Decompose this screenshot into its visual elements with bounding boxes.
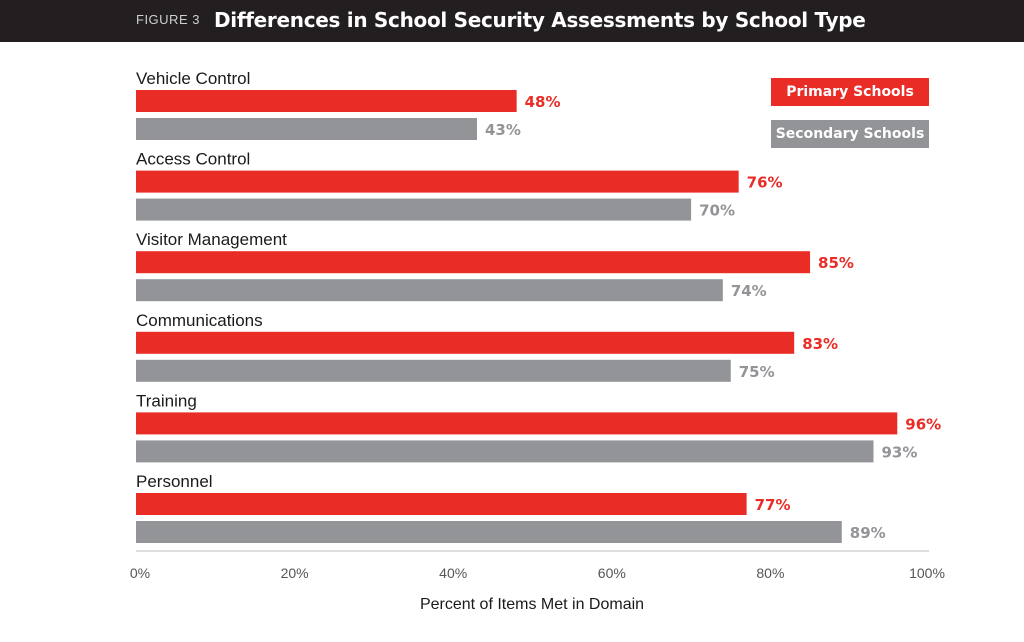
primary-bar-access-control [136,170,739,193]
figure-number: FIGURE 3 [136,12,200,27]
x-tick-label-60: 60% [598,565,626,581]
secondary-value-label-training: 93% [881,443,917,461]
secondary-bar-access-control [136,198,692,221]
x-tick-label-40: 40% [439,565,467,581]
secondary-value-label-personnel: 89% [850,524,886,542]
category-label-training: Training [136,391,197,410]
legend-primary-schools: Primary Schools [771,78,929,106]
secondary-value-label-vehicle-control: 43% [485,121,521,139]
primary-bar-communications [136,331,795,354]
category-label-access-control: Access Control [136,150,250,169]
primary-value-label-personnel: 77% [755,496,791,514]
primary-value-label-access-control: 76% [747,174,783,192]
primary-bar-visitor-management [136,251,811,274]
legend-secondary-schools: Secondary Schools [771,120,929,148]
chart-title: Differences in School Security Assessmen… [214,8,866,32]
x-axis-title: Percent of Items Met in Domain [420,596,644,613]
secondary-bar-vehicle-control [136,118,477,140]
category-label-personnel: Personnel [136,472,213,491]
primary-bar-training [136,412,898,435]
figure-header: FIGURE 3 Differences in School Security … [0,0,1024,42]
x-tick-label-100: 100% [909,565,945,581]
category-label-visitor-management: Visitor Management [136,230,287,249]
primary-bar-personnel [136,493,747,515]
secondary-bar-personnel [136,521,842,543]
x-tick-label-80: 80% [756,565,784,581]
secondary-bar-visitor-management [136,279,723,302]
primary-value-label-visitor-management: 85% [818,254,854,272]
secondary-bar-communications [136,359,731,382]
primary-value-label-training: 96% [905,415,941,433]
category-label-vehicle-control: Vehicle Control [136,69,250,88]
bar-chart: Vehicle Control 48%43% Access Control 76% 70… [130,69,945,613]
secondary-value-label-visitor-management: 74% [731,282,767,300]
x-tick-label-20: 20% [281,565,309,581]
primary-value-label-vehicle-control: 48% [525,93,561,111]
secondary-value-label-communications: 75% [739,363,775,381]
category-label-communications: Communications [136,311,263,330]
primary-bar-vehicle-control [136,90,517,112]
x-tick-label-0: 0% [130,565,150,581]
primary-value-label-communications: 83% [802,335,838,353]
secondary-bar-training [136,440,874,463]
secondary-value-label-access-control: 70% [699,202,735,220]
